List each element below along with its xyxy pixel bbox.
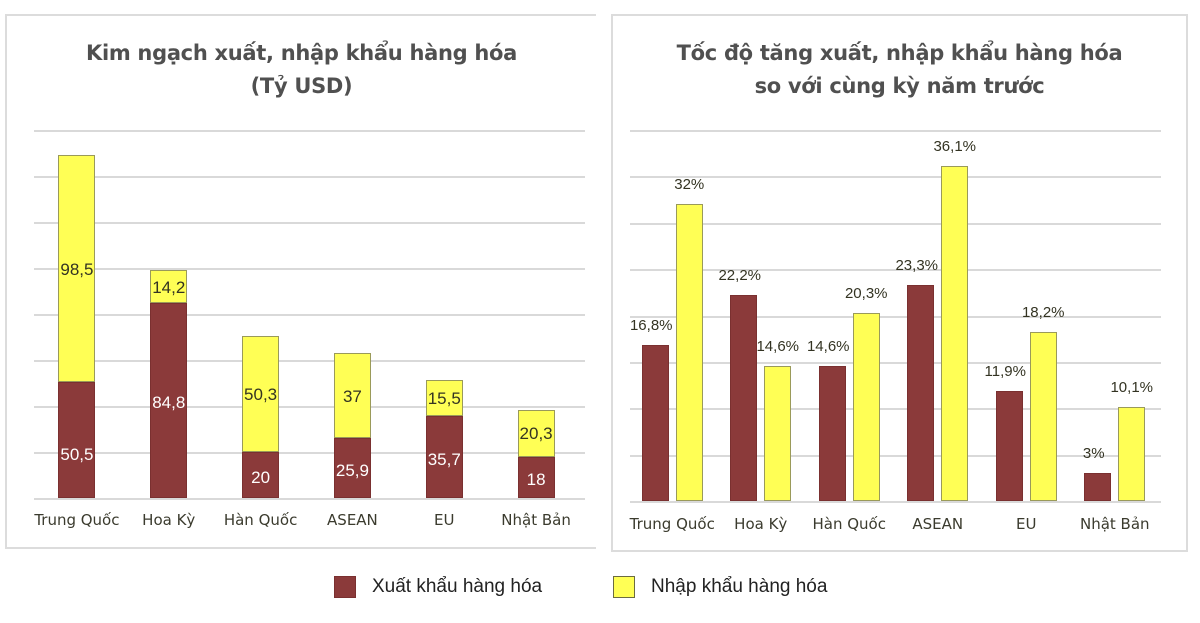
export-growth-label: 3% bbox=[1082, 445, 1105, 463]
gridline bbox=[630, 454, 1161, 457]
gridline bbox=[630, 176, 1161, 179]
left-chart-title-line2: (Tỷ USD) bbox=[250, 74, 353, 98]
export-value-label: 50,5 bbox=[60, 444, 94, 464]
import-value-label: 20,3 bbox=[519, 424, 553, 444]
legend-item-import: Nhập khẩu hàng hóa bbox=[613, 576, 827, 598]
x-axis-label: ASEAN bbox=[327, 511, 378, 529]
export-value-label: 25,9 bbox=[335, 461, 369, 481]
import-growth-bar[interactable] bbox=[764, 365, 792, 501]
x-axis-label: Hàn Quốc bbox=[812, 515, 886, 533]
import-growth-bar[interactable] bbox=[1029, 332, 1057, 501]
import-value-label: 37 bbox=[342, 386, 362, 406]
gridline bbox=[630, 222, 1161, 225]
import-bar-segment[interactable]: 14,2 bbox=[150, 270, 188, 303]
gridline bbox=[34, 498, 585, 500]
gridline bbox=[34, 222, 585, 224]
import-growth-label: 32% bbox=[674, 176, 705, 194]
export-bar-segment[interactable]: 25,9 bbox=[333, 438, 371, 498]
import-bar-segment[interactable]: 98,5 bbox=[58, 155, 96, 382]
gridline bbox=[34, 314, 585, 316]
gridline bbox=[630, 361, 1161, 364]
import-bar-segment[interactable]: 37 bbox=[333, 353, 371, 439]
import-growth-bar[interactable] bbox=[852, 312, 880, 501]
import-growth-bar[interactable] bbox=[675, 204, 703, 501]
import-growth-bar[interactable] bbox=[941, 166, 969, 501]
export-bar-segment[interactable]: 18 bbox=[517, 456, 555, 498]
export-bar-segment[interactable]: 20 bbox=[242, 452, 280, 498]
export-bar-segment[interactable]: 84,8 bbox=[150, 302, 188, 498]
right-chart-plot-area: 16,8% 32% Trung Quốc 22,2% 14,6% Hoa Kỳ 14,6% 2… bbox=[630, 130, 1161, 533]
gridline bbox=[34, 268, 585, 270]
export-growth-bar[interactable] bbox=[995, 390, 1023, 501]
export-bar-segment[interactable]: 35,7 bbox=[425, 415, 463, 498]
export-growth-label: 14,6% bbox=[806, 337, 850, 355]
legend-export-label: Xuất khẩu hàng hóa bbox=[372, 576, 543, 597]
legend-import-label: Nhập khẩu hàng hóa bbox=[651, 576, 828, 597]
export-growth-bar[interactable] bbox=[1084, 473, 1112, 501]
legend-item-export: Xuất khẩu hàng hóa bbox=[334, 576, 542, 598]
export-swatch-icon bbox=[334, 576, 356, 598]
gridline bbox=[34, 406, 585, 408]
x-axis-label: Hoa Kỳ bbox=[142, 511, 196, 529]
right-chart-panel: Tốc độ tăng xuất, nhập khẩu hàng hóa so … bbox=[611, 14, 1188, 552]
import-growth-label: 14,6% bbox=[756, 337, 800, 355]
export-bar-segment[interactable]: 50,5 bbox=[58, 381, 96, 498]
gridline bbox=[34, 452, 585, 454]
left-chart-panel: Kim ngạch xuất, nhập khẩu hàng hóa (Tỷ U… bbox=[5, 14, 596, 549]
export-growth-label: 16,8% bbox=[629, 317, 673, 335]
gridline bbox=[34, 130, 585, 132]
x-axis-label: EU bbox=[1016, 515, 1037, 533]
gridline bbox=[630, 408, 1161, 411]
x-axis-label: Hoa Kỳ bbox=[734, 515, 788, 533]
import-growth-label: 20,3% bbox=[844, 284, 888, 302]
gridline bbox=[630, 501, 1161, 503]
gridline bbox=[34, 176, 585, 178]
import-value-label: 98,5 bbox=[60, 259, 94, 279]
x-axis-label: Trung Quốc bbox=[34, 511, 120, 529]
right-chart-title-line1: Tốc độ tăng xuất, nhập khẩu hàng hóa bbox=[676, 41, 1123, 65]
chart-legend: Xuất khẩu hàng hóa Nhập khẩu hàng hóa bbox=[0, 576, 1200, 606]
x-axis-label: Hàn Quốc bbox=[223, 511, 298, 529]
x-axis-label: ASEAN bbox=[912, 515, 964, 533]
right-chart-title-line2: so với cùng kỳ năm trước bbox=[754, 74, 1045, 98]
import-value-label: 15,5 bbox=[427, 389, 461, 409]
export-growth-label: 23,3% bbox=[895, 256, 939, 274]
left-chart-title-line1: Kim ngạch xuất, nhập khẩu hàng hóa bbox=[85, 41, 518, 65]
export-growth-label: 11,9% bbox=[984, 362, 1026, 380]
export-growth-bar[interactable] bbox=[907, 284, 935, 501]
export-growth-bar[interactable] bbox=[730, 295, 758, 501]
gridline bbox=[630, 130, 1161, 132]
import-swatch-icon bbox=[613, 576, 635, 598]
export-growth-bar[interactable] bbox=[641, 345, 669, 501]
import-bar-segment[interactable]: 20,3 bbox=[517, 409, 555, 457]
import-value-label: 14,2 bbox=[152, 277, 186, 297]
export-value-label: 35,7 bbox=[427, 449, 461, 469]
import-value-label: 50,3 bbox=[244, 385, 278, 405]
gridline bbox=[34, 360, 585, 362]
export-value-label: 20 bbox=[251, 468, 271, 487]
left-chart-plot-area: 50,5 98,5 Trung Quốc 84,8 14,2 Hoa Kỳ 20 50,3 Hà… bbox=[34, 130, 585, 529]
import-growth-label: 36,1% bbox=[933, 138, 977, 156]
export-growth-label: 22,2% bbox=[718, 267, 762, 285]
export-value-label: 84,8 bbox=[152, 393, 186, 413]
x-axis-label: Nhật Bản bbox=[1079, 515, 1150, 533]
export-growth-bar[interactable] bbox=[818, 365, 846, 501]
x-axis-label: EU bbox=[434, 511, 455, 529]
import-growth-bar[interactable] bbox=[1118, 407, 1146, 501]
import-bar-segment[interactable]: 50,3 bbox=[242, 336, 280, 452]
x-axis-label: Trung Quốc bbox=[629, 515, 715, 533]
x-axis-label: Nhật Bản bbox=[501, 511, 571, 529]
gridline bbox=[630, 315, 1161, 318]
import-bar-segment[interactable]: 15,5 bbox=[425, 380, 463, 416]
export-value-label: 18 bbox=[526, 470, 546, 490]
import-growth-label: 18,2% bbox=[1021, 304, 1065, 322]
import-growth-label: 10,1% bbox=[1110, 379, 1154, 397]
gridline bbox=[630, 269, 1161, 272]
